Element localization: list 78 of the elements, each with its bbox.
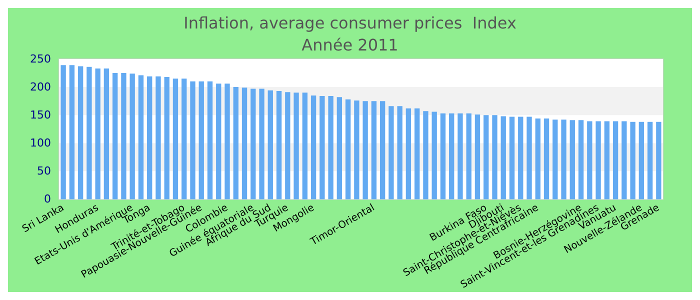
bar — [458, 113, 463, 200]
bar — [172, 78, 178, 200]
bar — [86, 66, 92, 200]
bar — [622, 121, 627, 200]
y-tick-label: 0 — [44, 192, 51, 206]
bar — [268, 90, 273, 200]
bar — [509, 116, 515, 200]
bar — [294, 92, 299, 200]
y-tick-label: 150 — [30, 108, 51, 122]
y-tick-label: 200 — [30, 80, 51, 94]
bar — [535, 118, 540, 200]
bar — [552, 120, 558, 200]
bar — [380, 101, 386, 200]
bar — [647, 122, 653, 200]
bar — [164, 76, 170, 200]
bar — [544, 118, 550, 200]
bar — [147, 76, 152, 200]
bar — [526, 116, 532, 200]
bar — [138, 75, 144, 200]
bar — [336, 97, 342, 200]
bar — [423, 111, 428, 200]
bar — [362, 101, 368, 200]
bar — [121, 73, 126, 200]
chart-title: Inflation, average consumer prices Index — [184, 14, 516, 32]
bar — [596, 121, 601, 200]
bar — [578, 120, 584, 200]
bar — [388, 106, 394, 200]
bar — [242, 88, 248, 200]
bar — [474, 114, 480, 200]
bar — [371, 101, 377, 200]
bar — [69, 65, 75, 200]
bar — [570, 120, 575, 200]
bar — [432, 112, 437, 200]
bar — [397, 106, 402, 200]
bar — [60, 65, 66, 200]
bar — [310, 95, 316, 200]
bar — [440, 113, 446, 200]
chart-subtitle: Année 2011 — [302, 36, 398, 54]
bar — [216, 84, 222, 200]
bar — [156, 76, 161, 200]
bar — [207, 81, 213, 200]
bar — [112, 73, 118, 200]
bar — [630, 122, 636, 200]
bar — [182, 78, 187, 200]
bar — [484, 115, 489, 200]
bar — [638, 122, 644, 200]
bar — [449, 113, 454, 200]
bar — [500, 116, 506, 200]
bar — [198, 81, 204, 200]
bar — [656, 122, 662, 200]
bar — [354, 100, 360, 200]
bar — [190, 81, 196, 200]
bar — [224, 84, 230, 200]
bar — [587, 121, 592, 200]
bar — [345, 99, 351, 200]
bar — [95, 68, 100, 200]
bar — [233, 87, 238, 200]
bar — [320, 96, 325, 200]
bar — [259, 88, 264, 200]
bar — [518, 116, 524, 200]
y-tick-label: 100 — [30, 136, 51, 150]
bar — [302, 92, 308, 200]
bar — [276, 90, 282, 200]
y-tick-label: 50 — [37, 164, 51, 178]
bar — [104, 68, 110, 200]
bar — [250, 88, 256, 200]
bar — [285, 92, 290, 200]
bar — [78, 66, 84, 200]
bar — [466, 113, 472, 200]
bar — [492, 115, 498, 200]
bar — [130, 74, 135, 200]
bar — [612, 121, 618, 200]
bar — [328, 96, 334, 200]
bar — [561, 120, 566, 200]
y-tick-label: 250 — [30, 52, 51, 66]
bar — [604, 121, 610, 200]
bar — [406, 108, 412, 200]
bar — [414, 108, 420, 200]
